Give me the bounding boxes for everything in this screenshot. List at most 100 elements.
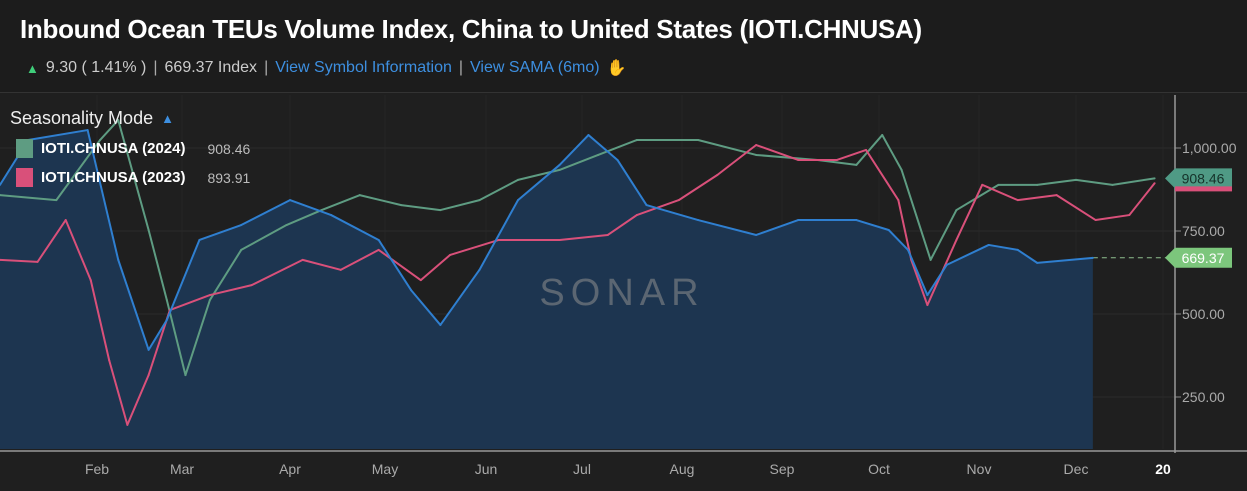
data-point-2023 bbox=[955, 238, 958, 241]
data-point-2023 bbox=[64, 219, 67, 222]
data-point-current bbox=[697, 219, 700, 222]
data-point-2024 bbox=[0, 194, 1, 197]
data-point-2024 bbox=[99, 139, 102, 142]
data-point-2024 bbox=[1153, 177, 1156, 180]
x-tick-label: 20 bbox=[1155, 461, 1171, 477]
data-point-current bbox=[289, 199, 291, 202]
data-point-2024 bbox=[147, 229, 150, 231]
last-value-badge: 669.37 bbox=[1165, 247, 1232, 268]
data-point-2024 bbox=[400, 204, 403, 207]
data-point-2024 bbox=[900, 168, 903, 171]
x-tick-label: Dec bbox=[1064, 461, 1089, 477]
data-point-current bbox=[645, 204, 648, 207]
data-point-2024 bbox=[997, 183, 1000, 186]
chevron-up-icon[interactable]: ▲ bbox=[161, 111, 174, 126]
data-point-2024 bbox=[208, 299, 211, 302]
data-point-current bbox=[616, 158, 619, 161]
legend-label: IOTI.CHNUSA (2023) bbox=[41, 169, 186, 186]
data-point-current bbox=[887, 229, 890, 231]
data-point-current bbox=[797, 219, 800, 222]
data-point-2023 bbox=[377, 248, 380, 251]
data-point-current bbox=[855, 219, 858, 222]
data-point-current bbox=[987, 243, 990, 246]
x-tick-label: Feb bbox=[85, 461, 109, 477]
data-point-2024 bbox=[597, 153, 600, 156]
data-point-2023 bbox=[1128, 214, 1131, 217]
y-tick-label: 750.00 bbox=[1182, 223, 1225, 239]
x-tick-label: Aug bbox=[670, 461, 695, 477]
data-point-2024 bbox=[55, 199, 58, 202]
legend-item-2024[interactable]: IOTI.CHNUSA (2024) 908.46 bbox=[10, 139, 250, 158]
data-point-current bbox=[1036, 261, 1039, 264]
data-point-current bbox=[478, 268, 481, 271]
data-point-2023 bbox=[108, 359, 111, 362]
current-value: 669.37 Index bbox=[164, 59, 258, 76]
data-point-2024 bbox=[955, 209, 958, 212]
view-symbol-info-link[interactable]: View Symbol Information bbox=[275, 59, 452, 76]
x-tick-label: Jun bbox=[475, 461, 498, 477]
change-value: 9.30 ( 1.41% ) bbox=[45, 59, 147, 76]
data-point-current bbox=[147, 348, 150, 351]
x-tick-label: Jul bbox=[573, 461, 591, 477]
data-point-2023 bbox=[981, 183, 984, 186]
data-point-current bbox=[117, 258, 120, 261]
view-sama-link[interactable]: View SAMA (6mo) bbox=[470, 59, 600, 76]
data-point-2023 bbox=[635, 214, 638, 217]
data-point-current bbox=[240, 224, 243, 227]
data-point-2024 bbox=[697, 139, 700, 142]
data-point-current bbox=[410, 289, 413, 292]
y-tick-label: 250.00 bbox=[1182, 389, 1225, 405]
divider: | bbox=[264, 59, 269, 76]
data-point-2024 bbox=[478, 199, 481, 202]
summary-line: ▲ 9.30 ( 1.41% ) | 669.37 Index | View S… bbox=[26, 58, 627, 78]
data-point-2023 bbox=[1055, 194, 1058, 197]
data-point-current bbox=[86, 129, 89, 132]
x-tick-label: Mar bbox=[170, 461, 194, 477]
data-point-2023 bbox=[558, 238, 561, 241]
page-title: Inbound Ocean TEUs Volume Index, China t… bbox=[20, 14, 922, 44]
data-point-2023 bbox=[606, 233, 609, 236]
data-point-2023 bbox=[797, 158, 800, 161]
data-point-2024 bbox=[117, 119, 120, 122]
x-tick-label: Apr bbox=[279, 461, 301, 477]
badge-text: 908.46 bbox=[1182, 170, 1225, 186]
data-point-2023 bbox=[677, 199, 680, 202]
seasonality-mode-toggle[interactable]: Seasonality Mode ▲ bbox=[10, 108, 250, 129]
data-point-2023 bbox=[89, 279, 92, 282]
data-point-2023 bbox=[0, 258, 1, 261]
data-point-2023 bbox=[250, 284, 253, 287]
divider: | bbox=[458, 59, 464, 76]
data-point-2023 bbox=[449, 253, 452, 256]
data-point-2024 bbox=[1036, 183, 1039, 186]
legend-item-2023[interactable]: IOTI.CHNUSA (2023) 893.91 bbox=[10, 168, 250, 187]
data-point-2023 bbox=[755, 144, 758, 147]
data-point-current bbox=[755, 233, 758, 236]
data-point-2024 bbox=[184, 374, 187, 377]
x-tick-label: Sep bbox=[770, 461, 795, 477]
data-point-current bbox=[517, 199, 519, 202]
data-point-2023 bbox=[419, 279, 422, 282]
data-point-2023 bbox=[716, 173, 719, 176]
sonar-watermark: SONAR bbox=[539, 272, 704, 314]
data-point-current bbox=[907, 248, 910, 251]
data-point-2023 bbox=[1094, 219, 1097, 222]
legend-swatch bbox=[16, 139, 33, 158]
data-point-current bbox=[165, 318, 168, 321]
data-point-2024 bbox=[439, 209, 442, 212]
badge-underbar-2023 bbox=[1175, 186, 1232, 192]
data-point-current bbox=[439, 323, 442, 326]
data-point-current bbox=[945, 263, 948, 266]
data-point-current bbox=[1091, 256, 1094, 259]
data-point-2024 bbox=[1075, 178, 1077, 181]
x-tick-label: May bbox=[372, 461, 398, 477]
data-point-current bbox=[198, 238, 201, 241]
data-point-current bbox=[377, 238, 380, 241]
data-point-2024 bbox=[517, 178, 519, 181]
data-point-2024 bbox=[358, 194, 361, 197]
data-point-2023 bbox=[36, 260, 39, 263]
hand-chart-icon[interactable]: ✋ bbox=[606, 60, 627, 77]
data-point-current bbox=[330, 214, 333, 217]
data-point-2023 bbox=[339, 268, 342, 271]
data-point-2024 bbox=[240, 248, 243, 251]
badge-text: 669.37 bbox=[1182, 250, 1225, 266]
